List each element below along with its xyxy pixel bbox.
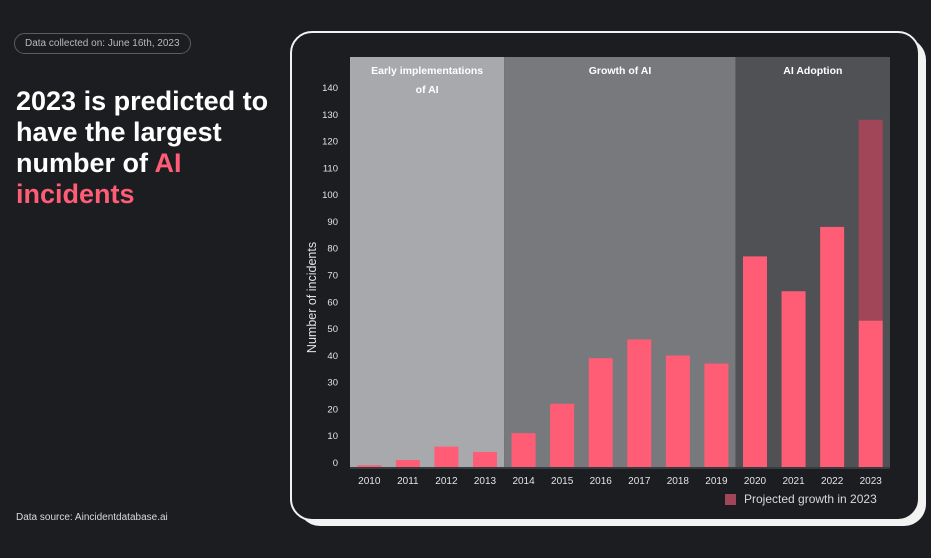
x-tick-2020: 2020 — [744, 476, 767, 487]
headline: 2023 is predicted to have the largest nu… — [16, 86, 276, 210]
x-tick-2012: 2012 — [435, 476, 458, 487]
x-tick-2014: 2014 — [512, 476, 535, 487]
period-band-1 — [504, 57, 736, 468]
incidents-bar-chart: Early implementations of AI Growth of AI AI… — [305, 57, 890, 487]
headline-text: 2023 is predicted to have the largest nu… — [16, 86, 269, 178]
bar-2016 — [588, 358, 613, 468]
x-tick-2016: 2016 — [590, 476, 613, 487]
date-collected-badge: Data collected on: June 16th, 2023 — [14, 33, 191, 54]
chart-legend: Projected growth in 2023 — [725, 492, 877, 506]
bar-2022 — [820, 226, 845, 468]
y-tick-120: 120 — [322, 137, 338, 148]
bar-2021 — [781, 291, 806, 468]
bar-2013 — [473, 451, 497, 468]
period-band-0 — [350, 57, 505, 468]
legend-projected-label: Projected growth in 2023 — [744, 492, 877, 506]
y-tick-60: 60 — [327, 297, 338, 308]
headline-accent: AI incidents — [16, 148, 182, 209]
x-tick-2023: 2023 — [860, 476, 883, 487]
bar-2010 — [357, 465, 382, 468]
y-tick-50: 50 — [327, 324, 338, 335]
x-tick-2011: 2011 — [397, 476, 419, 487]
y-tick-80: 80 — [327, 244, 338, 255]
bar-2019 — [704, 363, 729, 468]
period-label-0-line2: of AI — [416, 84, 439, 96]
y-tick-30: 30 — [327, 378, 338, 389]
period-label-2: AI Adoption — [783, 65, 842, 77]
bar-projected-2023 — [858, 119, 883, 321]
bar-2020 — [743, 256, 767, 468]
x-tick-2017: 2017 — [628, 476, 651, 487]
x-tick-2013: 2013 — [474, 476, 497, 487]
y-tick-130: 130 — [322, 110, 338, 121]
bar-2014 — [511, 433, 536, 468]
legend-projected-swatch — [725, 493, 736, 505]
y-tick-0: 0 — [333, 458, 338, 469]
period-label-1: Growth of AI — [589, 65, 652, 77]
x-tick-2018: 2018 — [667, 476, 690, 487]
x-tick-2015: 2015 — [551, 476, 574, 487]
bar-2011 — [395, 459, 420, 468]
y-tick-40: 40 — [327, 351, 338, 362]
bar-2015 — [550, 403, 575, 468]
y-tick-10: 10 — [327, 431, 338, 442]
x-tick-2022: 2022 — [821, 476, 844, 487]
bar-2012 — [434, 446, 459, 468]
x-tick-2019: 2019 — [705, 476, 728, 487]
y-tick-100: 100 — [322, 190, 338, 201]
y-tick-110: 110 — [323, 163, 338, 174]
y-tick-90: 90 — [327, 217, 338, 228]
x-tick-2021: 2021 — [782, 476, 805, 487]
x-tick-2010: 2010 — [358, 476, 381, 487]
data-source-note: Data source: Aincidentdatabase.ai — [16, 512, 168, 523]
bar-2018 — [665, 355, 690, 468]
bar-2017 — [627, 339, 652, 468]
y-tick-70: 70 — [327, 271, 338, 282]
y-tick-140: 140 — [322, 83, 338, 94]
y-tick-20: 20 — [327, 404, 338, 415]
period-label-0-line1: Early implementations — [371, 65, 483, 77]
bar-2023 — [858, 320, 883, 468]
y-axis-label: Number of incidents — [305, 242, 319, 353]
